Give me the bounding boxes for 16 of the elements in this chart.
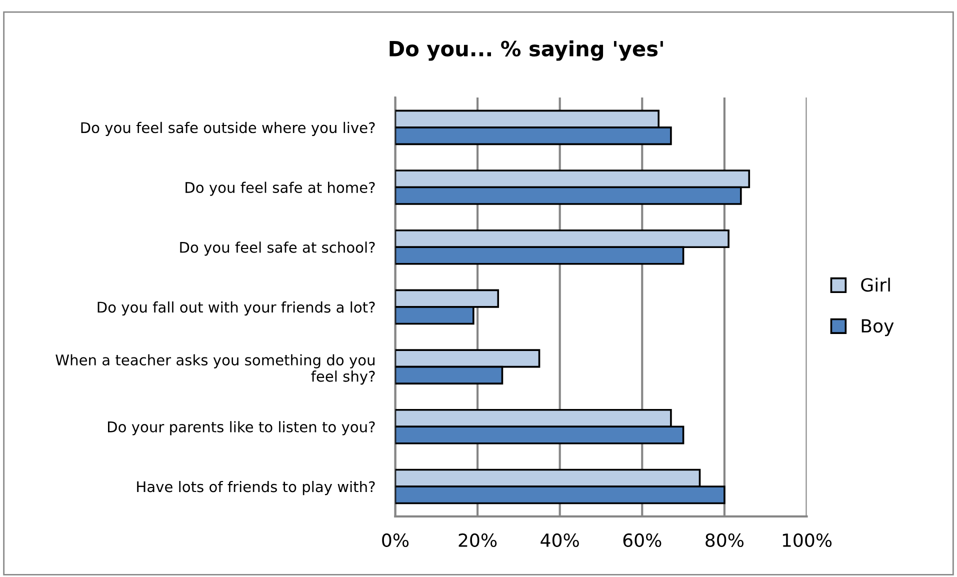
x-tick-label: 100% bbox=[782, 533, 832, 548]
y-tick-label: When a teacher asks you something do you feel shy? bbox=[56, 354, 375, 385]
legend-label: Boy bbox=[862, 319, 894, 336]
x-tick-label: 20% bbox=[458, 533, 497, 548]
y-tick-label: Do your parents like to listen to you? bbox=[108, 421, 375, 436]
y-tick-label: Do you feel safe outside where you live? bbox=[81, 122, 375, 136]
x-tick-label: 0% bbox=[382, 533, 409, 548]
y-tick-label: Have lots of friends to play with? bbox=[137, 480, 375, 496]
y-tick-label: Do you feel safe at school? bbox=[180, 242, 375, 256]
y-tick-label: Do you feel safe at home? bbox=[186, 182, 375, 196]
x-tick-label: 80% bbox=[706, 533, 744, 548]
y-tick-label: Do you fall out with your friends a lot? bbox=[98, 301, 375, 316]
x-tick-label: 60% bbox=[623, 533, 662, 548]
chart-title: Do you... % saying 'yes' bbox=[390, 40, 663, 61]
legend-label: Girl bbox=[861, 278, 890, 292]
x-tick-label: 40% bbox=[540, 533, 579, 548]
